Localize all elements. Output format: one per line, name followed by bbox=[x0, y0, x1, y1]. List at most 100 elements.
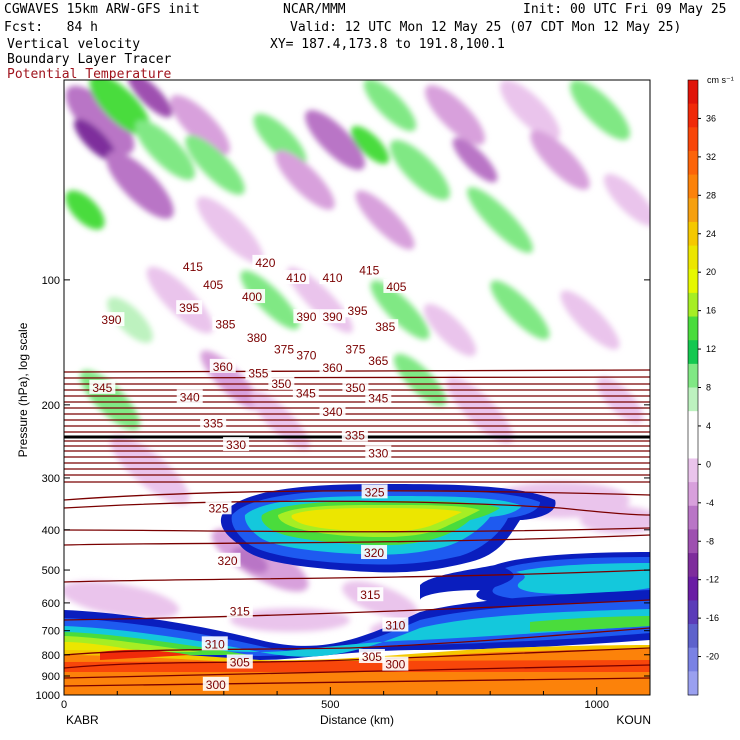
y-tick-label: 800 bbox=[42, 650, 60, 662]
theta-label: 375 bbox=[345, 342, 365, 356]
x-axis-label: Distance (km) bbox=[320, 713, 394, 727]
theta-label: 345 bbox=[368, 391, 388, 405]
theta-label: 315 bbox=[230, 605, 250, 619]
x-tick-label: 1000 bbox=[584, 699, 608, 711]
end-station: KOUN bbox=[616, 713, 651, 727]
colorbar-tick-label: 36 bbox=[706, 113, 716, 123]
colorbar-swatch bbox=[688, 505, 698, 530]
colorbar-tick-label: 32 bbox=[706, 152, 716, 162]
theta-label: 325 bbox=[365, 485, 385, 499]
colorbar-swatch bbox=[688, 647, 698, 672]
colorbar-swatch bbox=[688, 269, 698, 294]
colorbar: 36 32 28 24 20 16 12 8 4 0 -4 -8 -12 -16 -20 bbox=[687, 79, 719, 696]
theta-label: 390 bbox=[296, 310, 316, 324]
theta-label-bg bbox=[342, 341, 369, 356]
theta-contours bbox=[64, 369, 650, 687]
theta-label: 325 bbox=[208, 501, 228, 515]
x-tick-label: 0 bbox=[61, 699, 67, 711]
theta-label-bg bbox=[342, 379, 369, 394]
field-boundary-layer-tracer: Boundary Layer Tracer bbox=[7, 52, 172, 67]
theta-label-bg bbox=[214, 552, 241, 567]
theta-label: 400 bbox=[242, 290, 262, 304]
theta-label: 370 bbox=[296, 348, 316, 362]
colorbar-swatch bbox=[688, 482, 698, 507]
colorbar-swatch bbox=[688, 340, 698, 365]
colorbar-swatch bbox=[688, 553, 698, 578]
theta-label-bg bbox=[319, 270, 346, 285]
theta-label-bg bbox=[341, 427, 368, 442]
theta-label-bg bbox=[382, 617, 409, 632]
theta-label: 375 bbox=[274, 342, 294, 356]
theta-label-bg bbox=[226, 603, 253, 618]
theta-label: 340 bbox=[180, 390, 200, 404]
theta-label-bg bbox=[98, 312, 125, 327]
theta-label-bg bbox=[365, 353, 392, 368]
colorbar-swatch bbox=[688, 624, 698, 649]
y-tick-label: 200 bbox=[42, 400, 60, 412]
colorbar-unit: cm s⁻¹ bbox=[707, 75, 734, 85]
theta-label: 385 bbox=[375, 320, 395, 334]
theta-label-bg bbox=[344, 303, 371, 318]
colorbar-swatch bbox=[688, 103, 698, 128]
colorbar-swatch bbox=[688, 600, 698, 625]
theta-label: 355 bbox=[248, 366, 268, 380]
theta-label-bg bbox=[365, 445, 392, 460]
colorbar-swatch bbox=[688, 127, 698, 152]
theta-label-bg bbox=[365, 390, 392, 405]
theta-label: 410 bbox=[286, 271, 306, 285]
theta-label: 300 bbox=[385, 658, 405, 672]
theta-label-bg bbox=[268, 375, 295, 390]
y-tick-label: 700 bbox=[42, 626, 60, 638]
theta-label-bg bbox=[200, 277, 227, 292]
theta-label: 305 bbox=[230, 655, 250, 669]
colorbar-swatch bbox=[688, 576, 698, 601]
theta-label-bg bbox=[212, 316, 239, 331]
start-station: KABR bbox=[66, 713, 99, 727]
wave-field bbox=[64, 80, 650, 642]
theta-label: 300 bbox=[206, 678, 226, 692]
theta-label-bg bbox=[176, 300, 203, 315]
colorbar-swatch bbox=[688, 150, 698, 176]
theta-label-bg bbox=[226, 654, 253, 669]
theta-label-bg bbox=[361, 545, 388, 560]
theta-label-bg bbox=[252, 254, 279, 269]
theta-label: 395 bbox=[348, 304, 368, 318]
colorbar-tick-label: 28 bbox=[706, 190, 716, 200]
colorbar-swatch bbox=[688, 529, 698, 554]
theta-label: 330 bbox=[368, 447, 388, 461]
y-tick-label: 300 bbox=[42, 473, 60, 485]
colorbar-tick-label: -4 bbox=[706, 498, 714, 508]
theta-label: 350 bbox=[271, 377, 291, 391]
theta-label-bg bbox=[361, 484, 388, 499]
theta-label-bg bbox=[176, 389, 203, 404]
theta-label: 390 bbox=[322, 310, 342, 324]
theta-label: 415 bbox=[183, 260, 203, 274]
theta-label-bg bbox=[319, 309, 346, 324]
x-tick-label: 500 bbox=[321, 699, 339, 711]
theta-label-bg bbox=[271, 341, 298, 356]
colorbar-swatch bbox=[688, 363, 698, 388]
theta-label-bg bbox=[239, 289, 266, 304]
colorbar-tick-label: -12 bbox=[706, 575, 719, 585]
colorbar-tick-label: 12 bbox=[706, 344, 716, 354]
init-time: Init: 00 UTC Fri 09 May 25 bbox=[523, 2, 727, 17]
colorbar-tick-label: -16 bbox=[706, 613, 719, 623]
theta-label: 365 bbox=[368, 354, 388, 368]
model-title: CGWAVES 15km ARW-GFS init bbox=[4, 2, 200, 17]
theta-label: 360 bbox=[213, 360, 233, 374]
colorbar-swatch bbox=[688, 174, 698, 199]
y-tick-label: 1000 bbox=[36, 690, 60, 702]
colorbar-swatch bbox=[688, 387, 698, 412]
theta-label-bg bbox=[356, 262, 383, 277]
theta-label: 335 bbox=[203, 417, 223, 431]
theta-label: 315 bbox=[360, 588, 380, 602]
forecast-hour: Fcst: 84 h bbox=[4, 20, 98, 35]
theta-label: 345 bbox=[92, 381, 112, 395]
colorbar-swatch bbox=[688, 434, 698, 459]
colorbar-swatch bbox=[688, 411, 698, 436]
y-axis-label: Pressure (hPa), log scale bbox=[16, 322, 30, 457]
theta-label: 335 bbox=[345, 428, 365, 442]
colorbar-tick-label: 20 bbox=[706, 267, 716, 277]
